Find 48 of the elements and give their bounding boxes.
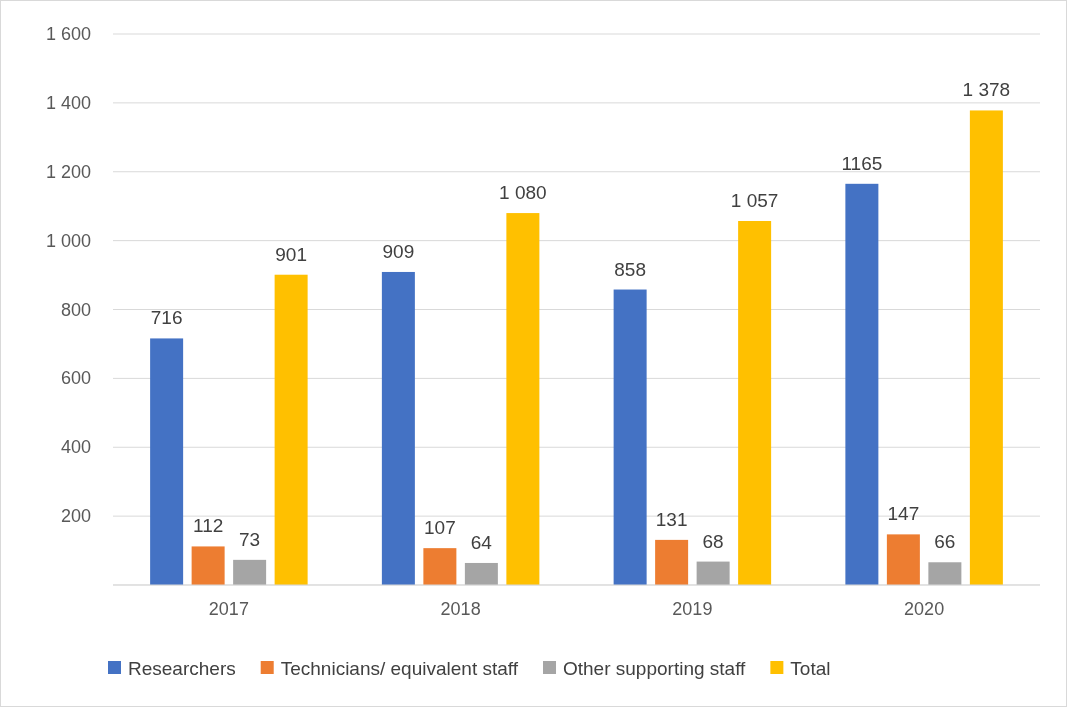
data-label: 73	[239, 528, 261, 550]
data-label: 1 378	[962, 79, 1011, 101]
data-label: 1165	[841, 152, 883, 174]
data-label: 107	[424, 517, 456, 539]
bar	[381, 271, 415, 585]
data-label: 131	[655, 508, 688, 530]
bar	[696, 561, 730, 585]
legend-label: Other supporting staff	[563, 657, 747, 679]
data-label: 112	[192, 515, 224, 537]
y-tick-label: 1 400	[45, 92, 91, 113]
bar	[738, 221, 772, 585]
bar	[613, 289, 647, 585]
data-label: 901	[275, 243, 307, 265]
x-tick-label: 2017	[208, 599, 249, 619]
y-tick-label: 400	[60, 437, 91, 458]
data-label: 68	[702, 530, 724, 552]
bar	[969, 110, 1003, 585]
legend-label: Total	[790, 657, 831, 679]
x-tick-label: 2018	[440, 599, 481, 619]
y-tick-label: 1 000	[45, 230, 91, 251]
data-label: 716	[150, 307, 183, 329]
x-tick-label: 2019	[672, 599, 713, 619]
bar	[191, 546, 225, 585]
y-tick-label: 1 600	[45, 24, 91, 44]
bar	[845, 183, 879, 585]
y-tick-label: 600	[60, 368, 91, 389]
bar	[464, 562, 498, 585]
data-label: 1 057	[730, 190, 779, 211]
data-label: 147	[887, 503, 920, 525]
legend-label: Researchers	[128, 657, 236, 679]
y-tick-label: 800	[60, 299, 91, 320]
data-label: 66	[934, 531, 956, 553]
data-label: 909	[382, 240, 415, 262]
data-label: 1 080	[499, 182, 547, 204]
bar	[150, 338, 184, 585]
bar	[233, 559, 267, 585]
data-label: 64	[470, 531, 493, 553]
x-tick-label: 2020	[904, 599, 945, 619]
bar	[423, 548, 457, 585]
bar	[506, 213, 540, 585]
bar	[274, 274, 308, 585]
bar	[655, 539, 689, 585]
bar	[886, 534, 920, 585]
bar	[928, 562, 962, 585]
y-tick-label: 1 200	[45, 161, 91, 182]
y-tick-label: 200	[60, 506, 91, 527]
data-label: 858	[614, 258, 646, 280]
legend-label: Technicians/ equivalent staff	[280, 657, 519, 679]
